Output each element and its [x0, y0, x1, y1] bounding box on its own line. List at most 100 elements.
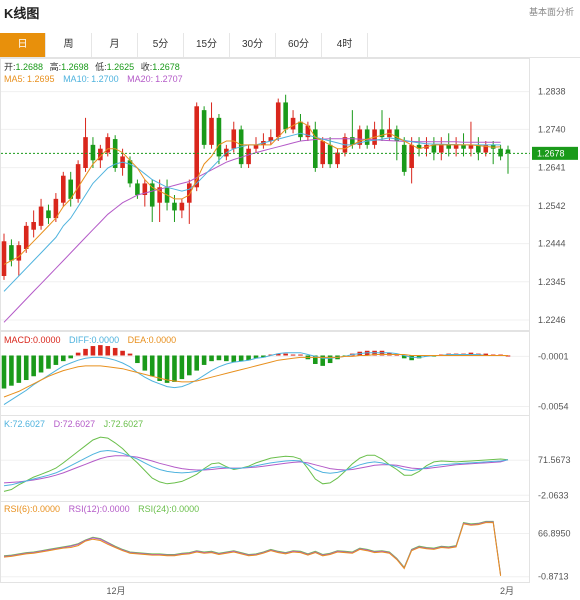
macd-bar	[246, 355, 251, 361]
macd-bar	[298, 354, 303, 356]
candle-body	[298, 121, 303, 138]
candle-body	[468, 144, 474, 149]
macd-bar	[120, 350, 125, 356]
price-tick-label: 1.2345	[538, 277, 566, 287]
macd-bar	[90, 346, 96, 356]
macd-bar	[172, 355, 177, 382]
candle-body	[246, 148, 251, 165]
macd-bar	[283, 353, 288, 356]
candle-body	[149, 183, 155, 207]
candle-body	[68, 179, 74, 199]
x-tick-label: 12月	[106, 586, 125, 596]
d-value: 72.6027	[63, 419, 96, 429]
kdj-tick-label: -2.0633	[538, 490, 569, 500]
rsi6-label: RSI(6):	[4, 504, 33, 514]
rsi12-line	[3, 521, 502, 576]
macd-bar	[401, 355, 407, 359]
macd-bar	[68, 355, 74, 359]
macd-bar	[483, 353, 489, 356]
j-line	[3, 436, 509, 492]
dea-line	[3, 354, 508, 398]
candle-body	[1, 241, 7, 276]
ma20-label: MA20:	[127, 74, 153, 84]
macd-bar	[127, 353, 133, 356]
ma20-value: 1.2707	[155, 74, 183, 84]
candle-body	[231, 129, 237, 149]
ma10-value: 1.2700	[91, 74, 119, 84]
rsi6-line	[3, 522, 502, 576]
tab-5min[interactable]: 5分	[138, 33, 184, 57]
high-value: 1.2698	[61, 62, 89, 72]
macd-bar	[320, 355, 326, 366]
open-value: 1.2688	[16, 62, 44, 72]
macd-bar	[75, 352, 81, 356]
candle-body	[135, 183, 140, 195]
macd-legend: MACD:0.0000 DIFF:0.0000 DEA:0.0000	[4, 335, 176, 345]
candle-body	[350, 137, 355, 145]
k-line	[3, 449, 509, 487]
macd-bar	[238, 355, 244, 362]
kdj-legend: K:72.6027 D:72.6027 J:72.6027	[4, 419, 143, 429]
ma-legend: MA5: 1.2695 MA10: 1.2700 MA20: 1.2707	[4, 74, 183, 84]
ohlc-legend: 开:1.2688 高:1.2698 低:1.2625 收:1.2678	[4, 61, 180, 72]
price-panel-frame	[0, 58, 530, 331]
macd-bar	[179, 355, 185, 380]
macd-tick-label: -0.0054	[538, 401, 569, 411]
candle-body	[431, 144, 437, 153]
tab-day[interactable]: 日	[0, 33, 46, 57]
macd-bar	[327, 355, 333, 364]
ma20-line	[3, 138, 501, 323]
tab-month[interactable]: 月	[92, 33, 138, 57]
candle-body	[461, 144, 466, 149]
kdj-tick-label: 71.5673	[538, 455, 571, 465]
macd-bar	[312, 355, 318, 364]
ma5-value: 1.2695	[27, 74, 55, 84]
candle-body	[112, 139, 118, 168]
macd-bar	[216, 355, 222, 361]
candle-body	[498, 148, 503, 157]
low-label: 低:	[95, 61, 107, 72]
candle-body	[409, 144, 414, 168]
price-tick-label: 1.2838	[538, 87, 566, 97]
macd-bar	[224, 355, 229, 362]
grid	[1, 91, 529, 578]
macd-bar	[194, 355, 200, 371]
tab-30min[interactable]: 30分	[230, 33, 276, 57]
ma5-label: MA5:	[4, 74, 25, 84]
close-value: 1.2678	[152, 62, 180, 72]
tab-week[interactable]: 周	[46, 33, 92, 57]
candle-body	[283, 102, 288, 130]
tab-15min[interactable]: 15分	[184, 33, 230, 57]
macd-bar	[60, 355, 66, 362]
macd-bar	[53, 355, 59, 365]
fundamental-analysis-link[interactable]: 基本面分析	[528, 7, 574, 17]
price-tick-label: 1.2542	[538, 201, 566, 211]
rsi-tick-label: 66.8950	[538, 529, 571, 539]
candle-body	[105, 137, 111, 153]
candle-body	[90, 144, 96, 161]
y-tick-labels: 1.2838 1.2740 1.2641 1.2542 1.2444 1.2345 1.22…	[538, 87, 571, 582]
macd-bar	[261, 355, 266, 358]
candle-body	[186, 183, 192, 203]
page-title: K线图	[4, 6, 40, 21]
candle-body	[476, 144, 481, 153]
macd-bar	[142, 355, 148, 371]
candle-body	[194, 106, 200, 188]
candle-body	[23, 225, 29, 249]
candle-body	[209, 117, 214, 145]
candle-body	[46, 210, 51, 219]
candle-body	[75, 164, 81, 199]
macd-bar	[16, 355, 22, 383]
macd-bar	[9, 355, 14, 386]
tab-60min[interactable]: 60分	[276, 33, 322, 57]
candle-body	[327, 144, 333, 165]
candle-body	[53, 198, 59, 219]
tab-4hour[interactable]: 4时	[322, 33, 368, 57]
j-value: 72.6027	[111, 419, 144, 429]
macd-bar	[83, 348, 88, 356]
candle-body	[172, 202, 177, 211]
candle-body	[83, 137, 88, 168]
macd-bar	[253, 355, 259, 359]
d-label: D:	[54, 419, 63, 429]
